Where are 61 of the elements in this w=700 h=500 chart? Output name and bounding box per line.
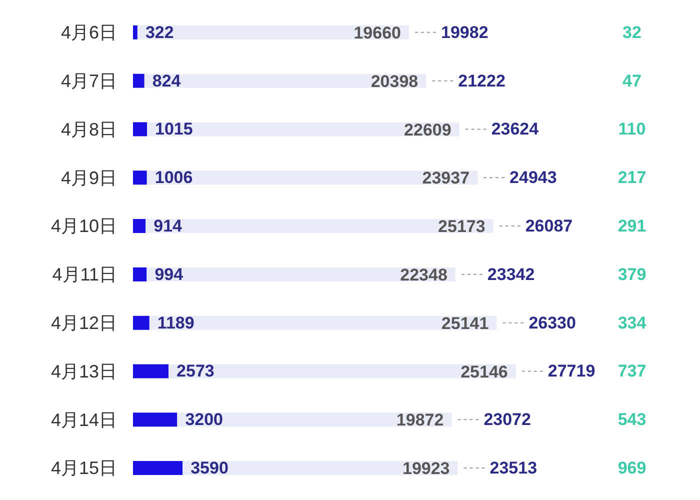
data-label: 824	[152, 71, 182, 90]
text: 543	[618, 410, 646, 430]
total-label: 23624	[491, 120, 540, 139]
data-label: 19872	[396, 410, 444, 430]
data-label: 322	[145, 22, 174, 42]
text: 47	[622, 71, 642, 90]
bar	[133, 219, 146, 234]
bar	[133, 316, 150, 330]
total-label: 27719	[548, 362, 596, 381]
text: 969	[618, 458, 646, 478]
text: 379	[618, 264, 646, 284]
y-tick-label: 4月11日	[52, 264, 117, 285]
data-label: 22609	[404, 120, 452, 140]
y-tick-label: 4月9日	[60, 168, 117, 188]
y-tick-label: 4月12日	[50, 312, 117, 333]
data-label: 22348	[400, 265, 448, 284]
data-label: 3200	[185, 410, 224, 430]
total-label: 23072	[484, 410, 531, 430]
bar	[133, 170, 147, 185]
y-tick-label: 4月8日	[60, 119, 117, 140]
data-label: 25146	[460, 362, 508, 382]
text: 291	[618, 216, 646, 236]
total-label: 26087	[525, 216, 573, 236]
data-label: 1015	[155, 120, 193, 139]
data-label: 19660	[354, 23, 402, 42]
data-label: 1189	[157, 313, 194, 332]
data-label: 1006	[154, 168, 193, 188]
bar	[133, 412, 178, 427]
data-label: 19923	[402, 459, 450, 478]
data-label: 994	[154, 264, 184, 284]
total-label: 21222	[458, 71, 506, 90]
y-tick-label: 4月10日	[50, 216, 117, 236]
data-label: 25141	[441, 314, 489, 333]
bar	[146, 219, 494, 234]
data-label: 23937	[422, 168, 470, 188]
bar	[133, 25, 138, 40]
bar	[133, 267, 147, 282]
bar	[133, 122, 148, 136]
data-label: 2573	[176, 362, 214, 381]
total-label: 24943	[510, 168, 557, 188]
bar	[133, 461, 183, 476]
text: 110	[618, 120, 646, 139]
total-label: 23513	[490, 458, 538, 478]
y-tick-label: 4月7日	[60, 70, 117, 91]
data-label: 20398	[370, 72, 418, 91]
total-label: 26330	[528, 313, 576, 332]
total-label: 23342	[487, 264, 535, 284]
total-label: 19982	[441, 22, 488, 42]
data-label: 914	[154, 216, 183, 236]
text: 334	[618, 313, 647, 332]
bar	[133, 74, 144, 88]
data-label: 25173	[438, 217, 486, 236]
data-label: 3590	[190, 458, 228, 478]
text: 32	[622, 22, 642, 42]
text: 217	[618, 168, 646, 188]
y-tick-label: 4月13日	[50, 361, 117, 382]
text: 737	[618, 362, 646, 381]
bar	[133, 364, 169, 378]
y-tick-label: 4月6日	[60, 22, 117, 43]
y-tick-label: 4月14日	[50, 410, 117, 430]
y-tick-label: 4月15日	[50, 458, 117, 478]
